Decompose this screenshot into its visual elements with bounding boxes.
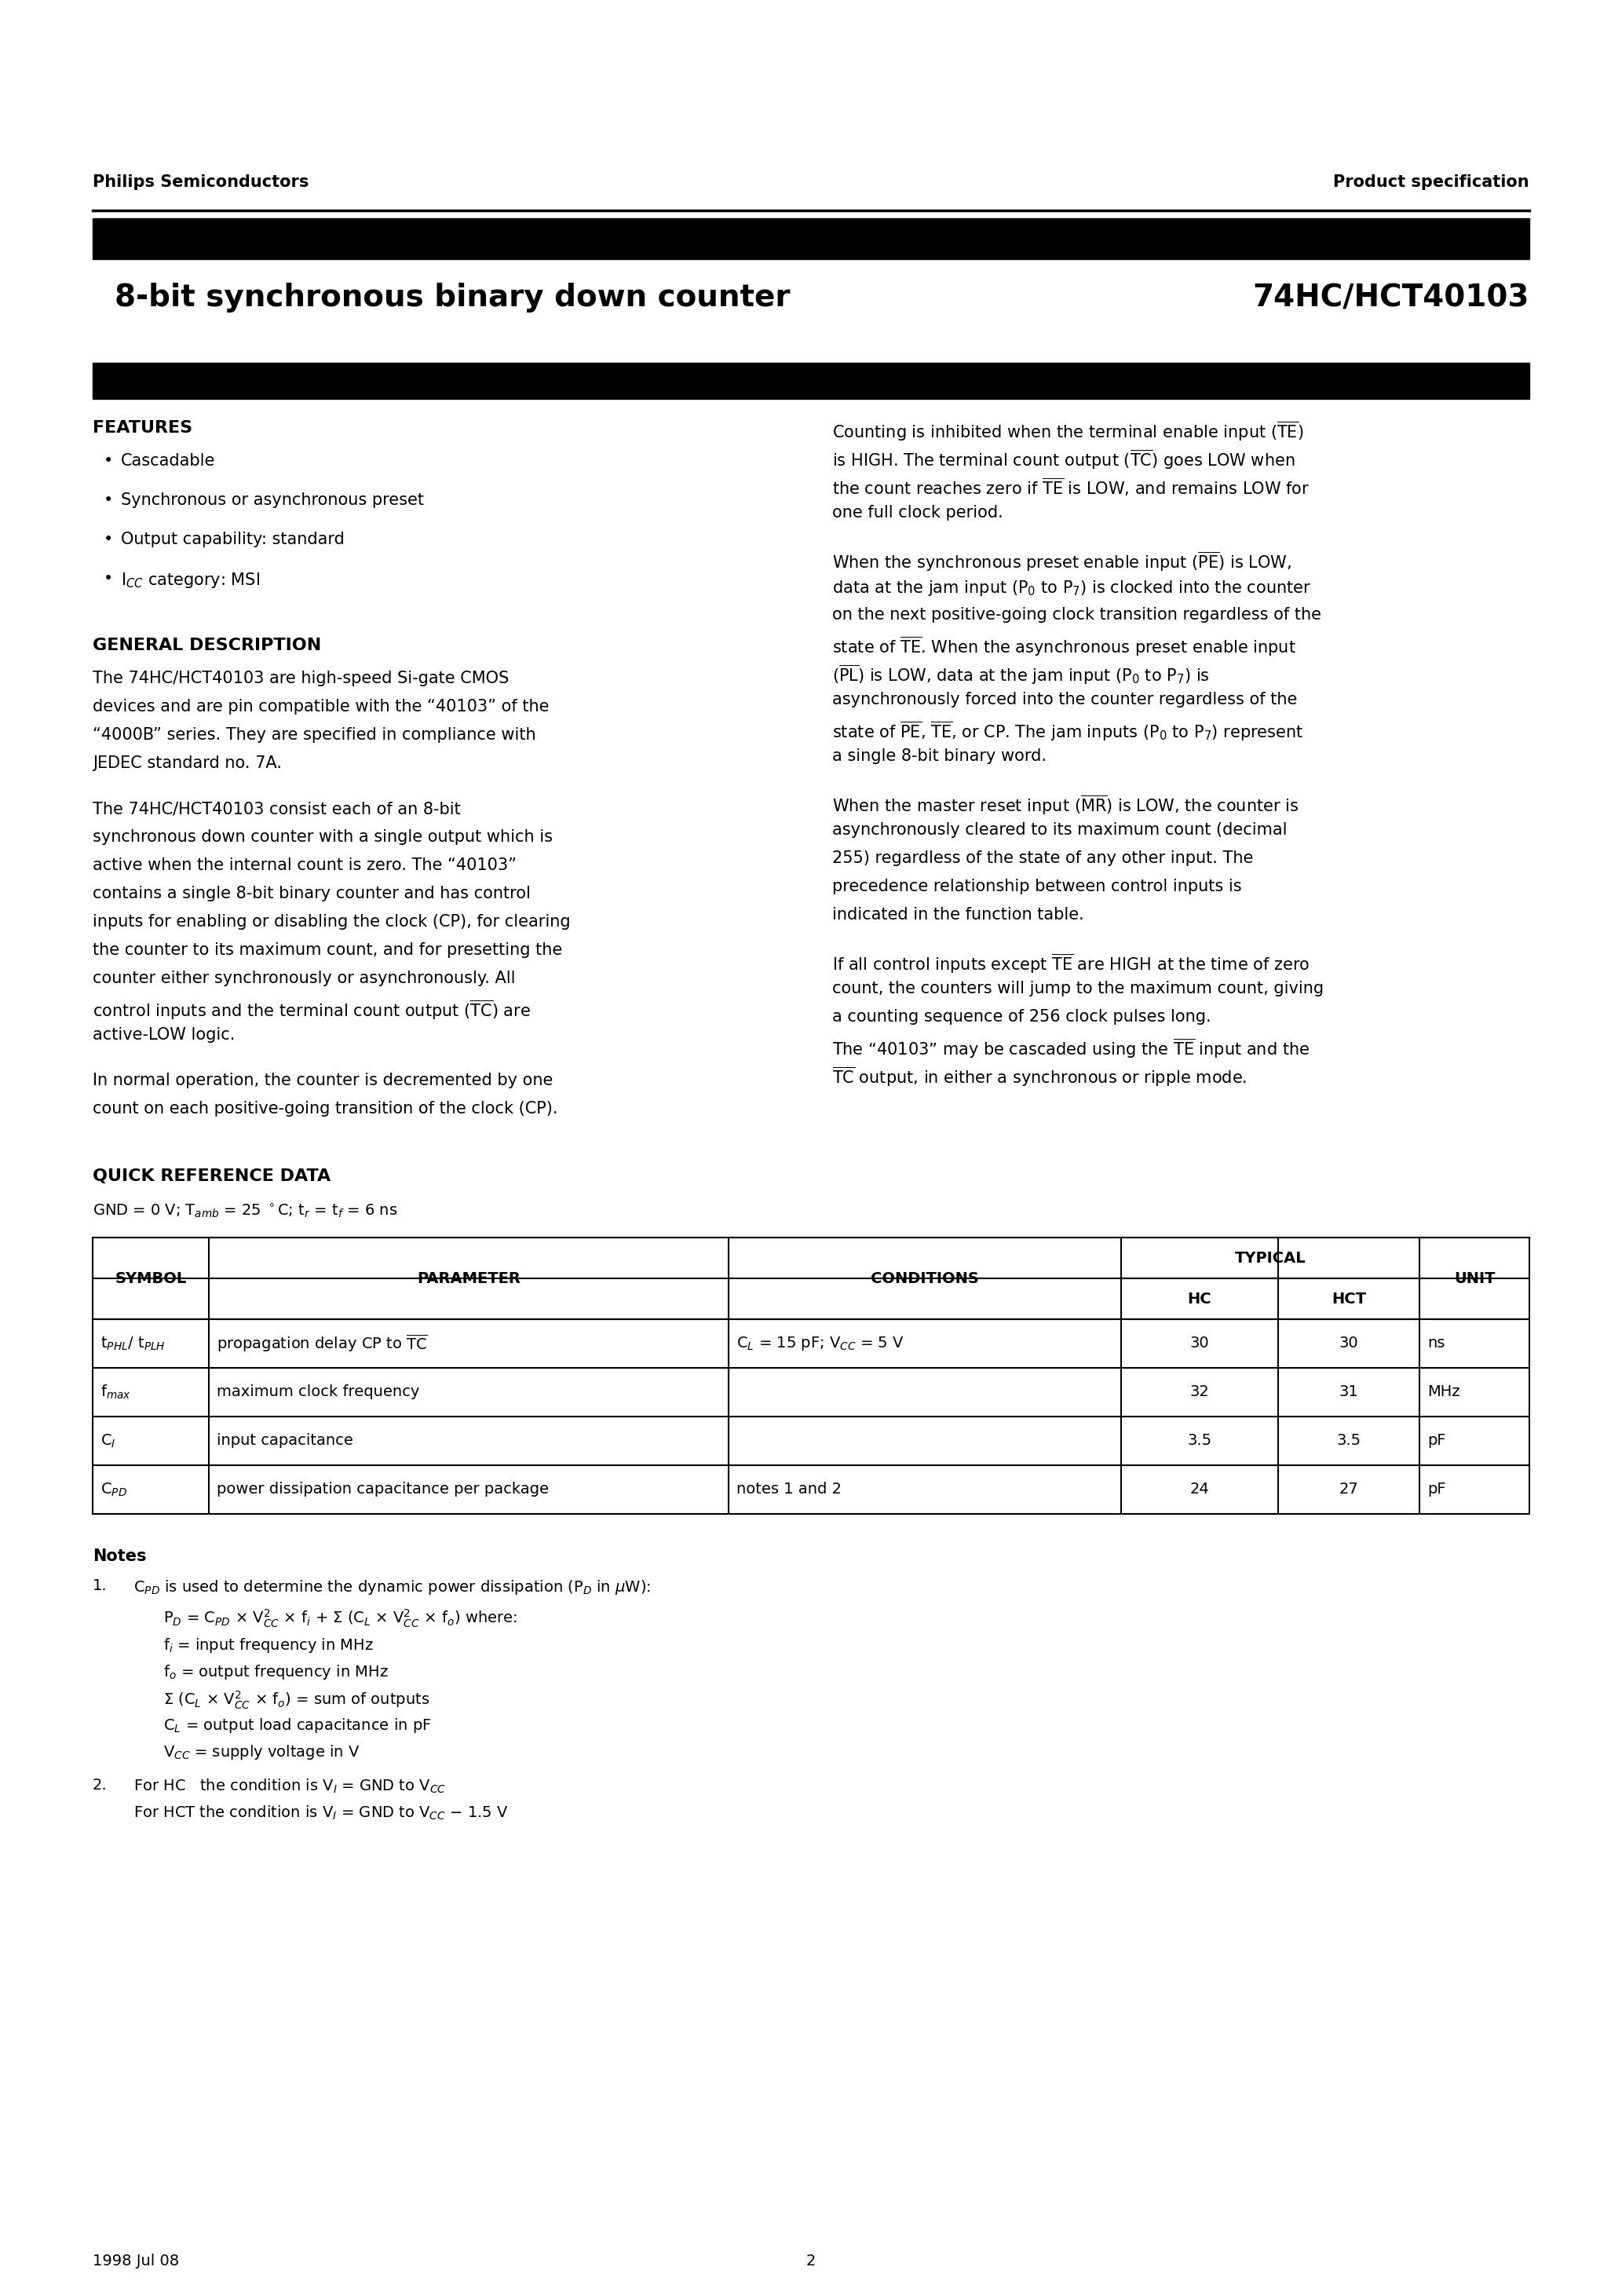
Text: input capacitance: input capacitance — [217, 1433, 354, 1449]
Text: asynchronously forced into the counter regardless of the: asynchronously forced into the counter r… — [832, 691, 1298, 707]
Text: TYPICAL: TYPICAL — [1234, 1251, 1306, 1265]
Text: indicated in the function table.: indicated in the function table. — [832, 907, 1083, 923]
Text: 32: 32 — [1191, 1384, 1210, 1401]
Text: •: • — [104, 491, 114, 507]
Text: $\overline{\rm TC}$ output, in either a synchronous or ripple mode.: $\overline{\rm TC}$ output, in either a … — [832, 1065, 1247, 1088]
Text: 30: 30 — [1191, 1336, 1210, 1350]
Text: control inputs and the terminal count output ($\overline{\rm TC}$) are: control inputs and the terminal count ou… — [92, 999, 530, 1022]
Text: state of $\overline{\rm TE}$. When the asynchronous preset enable input: state of $\overline{\rm TE}$. When the a… — [832, 636, 1296, 659]
Text: a single 8-bit binary word.: a single 8-bit binary word. — [832, 748, 1046, 765]
Text: In normal operation, the counter is decremented by one: In normal operation, the counter is decr… — [92, 1072, 553, 1088]
Text: notes 1 and 2: notes 1 and 2 — [736, 1483, 842, 1497]
Text: 74HC/HCT40103: 74HC/HCT40103 — [1252, 282, 1530, 312]
Text: C$_{PD}$ is used to determine the dynamic power dissipation (P$_D$ in $\mu$W):: C$_{PD}$ is used to determine the dynami… — [133, 1577, 650, 1596]
Text: CONDITIONS: CONDITIONS — [871, 1272, 980, 1286]
Text: C$_L$ = 15 pF; V$_{CC}$ = 5 V: C$_L$ = 15 pF; V$_{CC}$ = 5 V — [736, 1334, 903, 1352]
Text: 3.5: 3.5 — [1337, 1433, 1361, 1449]
Text: 27: 27 — [1340, 1483, 1359, 1497]
Text: a counting sequence of 256 clock pulses long.: a counting sequence of 256 clock pulses … — [832, 1008, 1212, 1024]
Text: counter either synchronously or asynchronously. All: counter either synchronously or asynchro… — [92, 971, 516, 987]
Text: FEATURES: FEATURES — [92, 420, 193, 436]
Text: For HC   the condition is V$_I$ = GND to V$_{CC}$: For HC the condition is V$_I$ = GND to V… — [133, 1777, 446, 1795]
Text: f$_i$ = input frequency in MHz: f$_i$ = input frequency in MHz — [164, 1637, 373, 1655]
Text: f$_o$ = output frequency in MHz: f$_o$ = output frequency in MHz — [164, 1662, 388, 1681]
Text: GND = 0 V; T$_{amb}$ = 25 $^\circ$C; t$_r$ = t$_f$ = 6 ns: GND = 0 V; T$_{amb}$ = 25 $^\circ$C; t$_… — [92, 1203, 397, 1221]
Text: pF: pF — [1427, 1433, 1445, 1449]
Text: Notes: Notes — [92, 1548, 146, 1564]
Text: Counting is inhibited when the terminal enable input ($\overline{\rm TE}$): Counting is inhibited when the terminal … — [832, 420, 1304, 443]
Text: 255) regardless of the state of any other input. The: 255) regardless of the state of any othe… — [832, 850, 1254, 866]
Text: When the synchronous preset enable input ($\overline{\rm PE}$) is LOW,: When the synchronous preset enable input… — [832, 551, 1291, 574]
Text: PARAMETER: PARAMETER — [417, 1272, 521, 1286]
Text: The 74HC/HCT40103 are high-speed Si-gate CMOS: The 74HC/HCT40103 are high-speed Si-gate… — [92, 670, 509, 687]
Text: active-LOW logic.: active-LOW logic. — [92, 1026, 235, 1042]
Text: 1.: 1. — [92, 1577, 107, 1593]
Text: I$_{CC}$ category: MSI: I$_{CC}$ category: MSI — [122, 572, 260, 590]
Text: propagation delay CP to $\overline{\rm TC}$: propagation delay CP to $\overline{\rm T… — [217, 1334, 428, 1355]
Text: the count reaches zero if $\overline{\rm TE}$ is LOW, and remains LOW for: the count reaches zero if $\overline{\rm… — [832, 478, 1309, 498]
Text: C$_I$: C$_I$ — [101, 1433, 115, 1449]
Bar — [92, 1238, 1530, 1513]
Text: C$_{PD}$: C$_{PD}$ — [101, 1481, 127, 1497]
Text: 3.5: 3.5 — [1187, 1433, 1212, 1449]
Text: The “40103” may be cascaded using the $\overline{\rm TE}$ input and the: The “40103” may be cascaded using the $\… — [832, 1038, 1309, 1061]
Text: If all control inputs except $\overline{\rm TE}$ are HIGH at the time of zero: If all control inputs except $\overline{… — [832, 953, 1309, 976]
Bar — [92, 363, 1530, 400]
Text: contains a single 8-bit binary counter and has control: contains a single 8-bit binary counter a… — [92, 886, 530, 902]
Text: P$_D$ = C$_{PD}$ $\times$ V$_{CC}^2$ $\times$ f$_i$ + $\Sigma$ (C$_L$ $\times$ V: P$_D$ = C$_{PD}$ $\times$ V$_{CC}^2$ $\t… — [164, 1607, 517, 1630]
Text: 2: 2 — [806, 2255, 816, 2268]
Text: C$_L$ = output load capacitance in pF: C$_L$ = output load capacitance in pF — [164, 1717, 431, 1733]
Text: Cascadable: Cascadable — [122, 452, 216, 468]
Text: ($\overline{\rm PL}$) is LOW, data at the jam input (P$_0$ to P$_7$) is: ($\overline{\rm PL}$) is LOW, data at th… — [832, 664, 1210, 687]
Text: 31: 31 — [1340, 1384, 1359, 1401]
Text: data at the jam input (P$_0$ to P$_7$) is clocked into the counter: data at the jam input (P$_0$ to P$_7$) i… — [832, 579, 1311, 597]
Text: inputs for enabling or disabling the clock (CP), for clearing: inputs for enabling or disabling the clo… — [92, 914, 571, 930]
Text: •: • — [104, 533, 114, 546]
Text: the counter to its maximum count, and for presetting the: the counter to its maximum count, and fo… — [92, 941, 563, 957]
Text: SYMBOL: SYMBOL — [115, 1272, 187, 1286]
Text: For HCT the condition is V$_I$ = GND to V$_{CC}$ $-$ 1.5 V: For HCT the condition is V$_I$ = GND to … — [133, 1805, 508, 1823]
Text: 8-bit synchronous binary down counter: 8-bit synchronous binary down counter — [115, 282, 790, 312]
Text: “4000B” series. They are specified in compliance with: “4000B” series. They are specified in co… — [92, 728, 535, 744]
Text: QUICK REFERENCE DATA: QUICK REFERENCE DATA — [92, 1169, 331, 1185]
Text: active when the internal count is zero. The “40103”: active when the internal count is zero. … — [92, 856, 516, 872]
Text: one full clock period.: one full clock period. — [832, 505, 1002, 521]
Text: The 74HC/HCT40103 consist each of an 8-bit: The 74HC/HCT40103 consist each of an 8-b… — [92, 801, 461, 817]
Text: When the master reset input ($\overline{\rm MR}$) is LOW, the counter is: When the master reset input ($\overline{… — [832, 794, 1299, 817]
Text: precedence relationship between control inputs is: precedence relationship between control … — [832, 879, 1242, 895]
Text: devices and are pin compatible with the “40103” of the: devices and are pin compatible with the … — [92, 698, 550, 714]
Text: asynchronously cleared to its maximum count (decimal: asynchronously cleared to its maximum co… — [832, 822, 1288, 838]
Text: •: • — [104, 572, 114, 585]
Text: is HIGH. The terminal count output ($\overline{\rm TC}$) goes LOW when: is HIGH. The terminal count output ($\ov… — [832, 448, 1294, 471]
Text: state of $\overline{\rm PE}$, $\overline{\rm TE}$, or CP. The jam inputs (P$_0$ : state of $\overline{\rm PE}$, $\overline… — [832, 721, 1304, 744]
Text: 1998 Jul 08: 1998 Jul 08 — [92, 2255, 178, 2268]
Text: f$_{max}$: f$_{max}$ — [101, 1384, 131, 1401]
Text: Synchronous or asynchronous preset: Synchronous or asynchronous preset — [122, 491, 423, 507]
Text: JEDEC standard no. 7A.: JEDEC standard no. 7A. — [92, 755, 282, 771]
Text: power dissipation capacitance per package: power dissipation capacitance per packag… — [217, 1483, 548, 1497]
Text: Product specification: Product specification — [1333, 174, 1530, 191]
Bar — [92, 218, 1530, 259]
Text: maximum clock frequency: maximum clock frequency — [217, 1384, 420, 1401]
Text: ns: ns — [1427, 1336, 1445, 1350]
Text: GENERAL DESCRIPTION: GENERAL DESCRIPTION — [92, 638, 321, 654]
Text: Philips Semiconductors: Philips Semiconductors — [92, 174, 308, 191]
Text: $\Sigma$ (C$_L$ $\times$ V$_{CC}^2$ $\times$ f$_o$) = sum of outputs: $\Sigma$ (C$_L$ $\times$ V$_{CC}^2$ $\ti… — [164, 1690, 430, 1711]
Text: UNIT: UNIT — [1453, 1272, 1495, 1286]
Text: count on each positive-going transition of the clock (CP).: count on each positive-going transition … — [92, 1100, 558, 1116]
Text: synchronous down counter with a single output which is: synchronous down counter with a single o… — [92, 829, 553, 845]
Text: count, the counters will jump to the maximum count, giving: count, the counters will jump to the max… — [832, 980, 1324, 996]
Text: 24: 24 — [1191, 1483, 1210, 1497]
Text: 30: 30 — [1340, 1336, 1359, 1350]
Text: MHz: MHz — [1427, 1384, 1460, 1401]
Text: on the next positive-going clock transition regardless of the: on the next positive-going clock transit… — [832, 606, 1322, 622]
Text: V$_{CC}$ = supply voltage in V: V$_{CC}$ = supply voltage in V — [164, 1743, 360, 1761]
Text: 2.: 2. — [92, 1777, 107, 1793]
Text: t$_{PHL}$/ t$_{PLH}$: t$_{PHL}$/ t$_{PLH}$ — [101, 1336, 165, 1352]
Text: Output capability: standard: Output capability: standard — [122, 533, 344, 546]
Text: pF: pF — [1427, 1483, 1445, 1497]
Text: •: • — [104, 452, 114, 468]
Text: HCT: HCT — [1332, 1290, 1366, 1306]
Text: HC: HC — [1187, 1290, 1212, 1306]
